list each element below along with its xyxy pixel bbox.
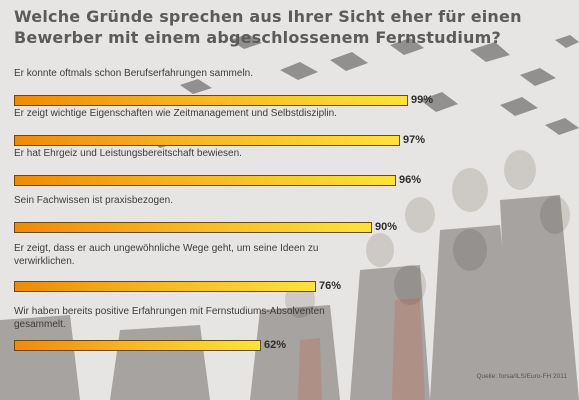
chart-item-4: Sein Fachwissen ist praxisbezogen. 90%: [14, 195, 434, 233]
value-label: 97%: [403, 134, 426, 146]
value-label: 99%: [411, 94, 434, 106]
source-note: Quelle: forsa/ILS/Euro-FH 2011: [476, 373, 567, 380]
category-label: Er hat Ehrgeiz und Leistungsbereitschaft…: [14, 148, 242, 159]
value-label: 76%: [319, 280, 342, 292]
chart-item-1: Er konnte oftmals schon Berufserfahrunge…: [14, 68, 434, 106]
category-label: Wir haben bereits positive Erfahrungen m…: [14, 306, 325, 330]
chart-item-6: Wir haben bereits positive Erfahrungen m…: [14, 306, 434, 351]
chart-item-2: Er zeigt wichtige Eigenschaften wie Zeit…: [14, 108, 434, 146]
bar: [14, 175, 396, 186]
bar: [14, 281, 316, 292]
bar: [14, 222, 372, 233]
value-label: 96%: [399, 174, 422, 186]
category-label: Er konnte oftmals schon Berufserfahrunge…: [14, 68, 254, 79]
bar: [14, 95, 408, 106]
category-label: Sein Fachwissen ist praxisbezogen.: [14, 195, 173, 206]
chart-item-3: Er hat Ehrgeiz und Leistungsbereitschaft…: [14, 148, 434, 186]
value-label: 90%: [375, 221, 398, 233]
bar: [14, 340, 261, 351]
category-label: Er zeigt wichtige Eigenschaften wie Zeit…: [14, 108, 337, 119]
chart-item-5: Er zeigt, dass er auch ungewöhnliche Weg…: [14, 243, 434, 292]
category-label: Er zeigt, dass er auch ungewöhnliche Weg…: [14, 243, 319, 267]
chart-title: Welche Gründe sprechen aus Ihrer Sicht e…: [14, 6, 569, 48]
chart-title-line-1: Welche Gründe sprechen aus Ihrer Sicht e…: [14, 7, 522, 26]
chart-title-line-2: Bewerber mit einem abgeschlossenem Ferns…: [14, 28, 502, 47]
value-label: 62%: [264, 339, 287, 351]
bar: [14, 135, 400, 146]
